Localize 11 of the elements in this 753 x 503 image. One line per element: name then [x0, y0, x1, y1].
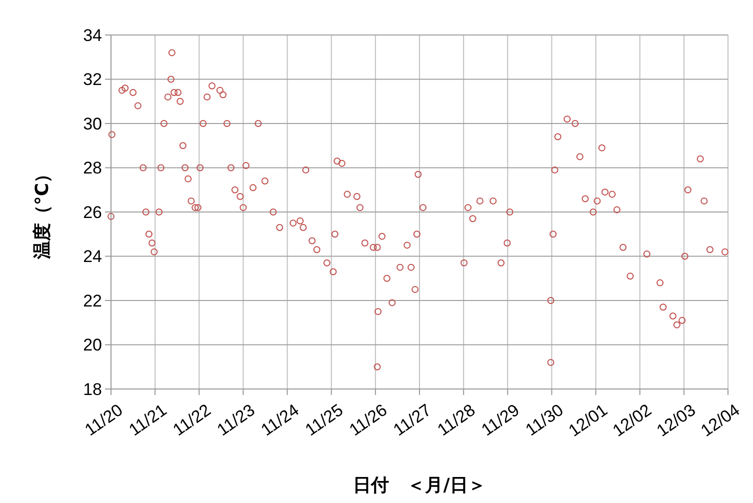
y-tick-label: 30: [83, 114, 102, 134]
y-tick-label: 22: [83, 291, 102, 310]
x-axis-title: 日付 ＜月/日＞: [353, 475, 486, 496]
y-tick-label: 32: [83, 70, 102, 90]
y-tick-label: 18: [83, 380, 102, 399]
y-axis-title: 温度（°C）: [32, 164, 53, 260]
y-tick-label: 26: [83, 202, 102, 222]
y-tick-label: 20: [83, 336, 102, 355]
y-tick-label: 28: [83, 158, 102, 178]
y-tick-label: 34: [83, 26, 102, 45]
y-tick-label: 24: [83, 247, 102, 266]
